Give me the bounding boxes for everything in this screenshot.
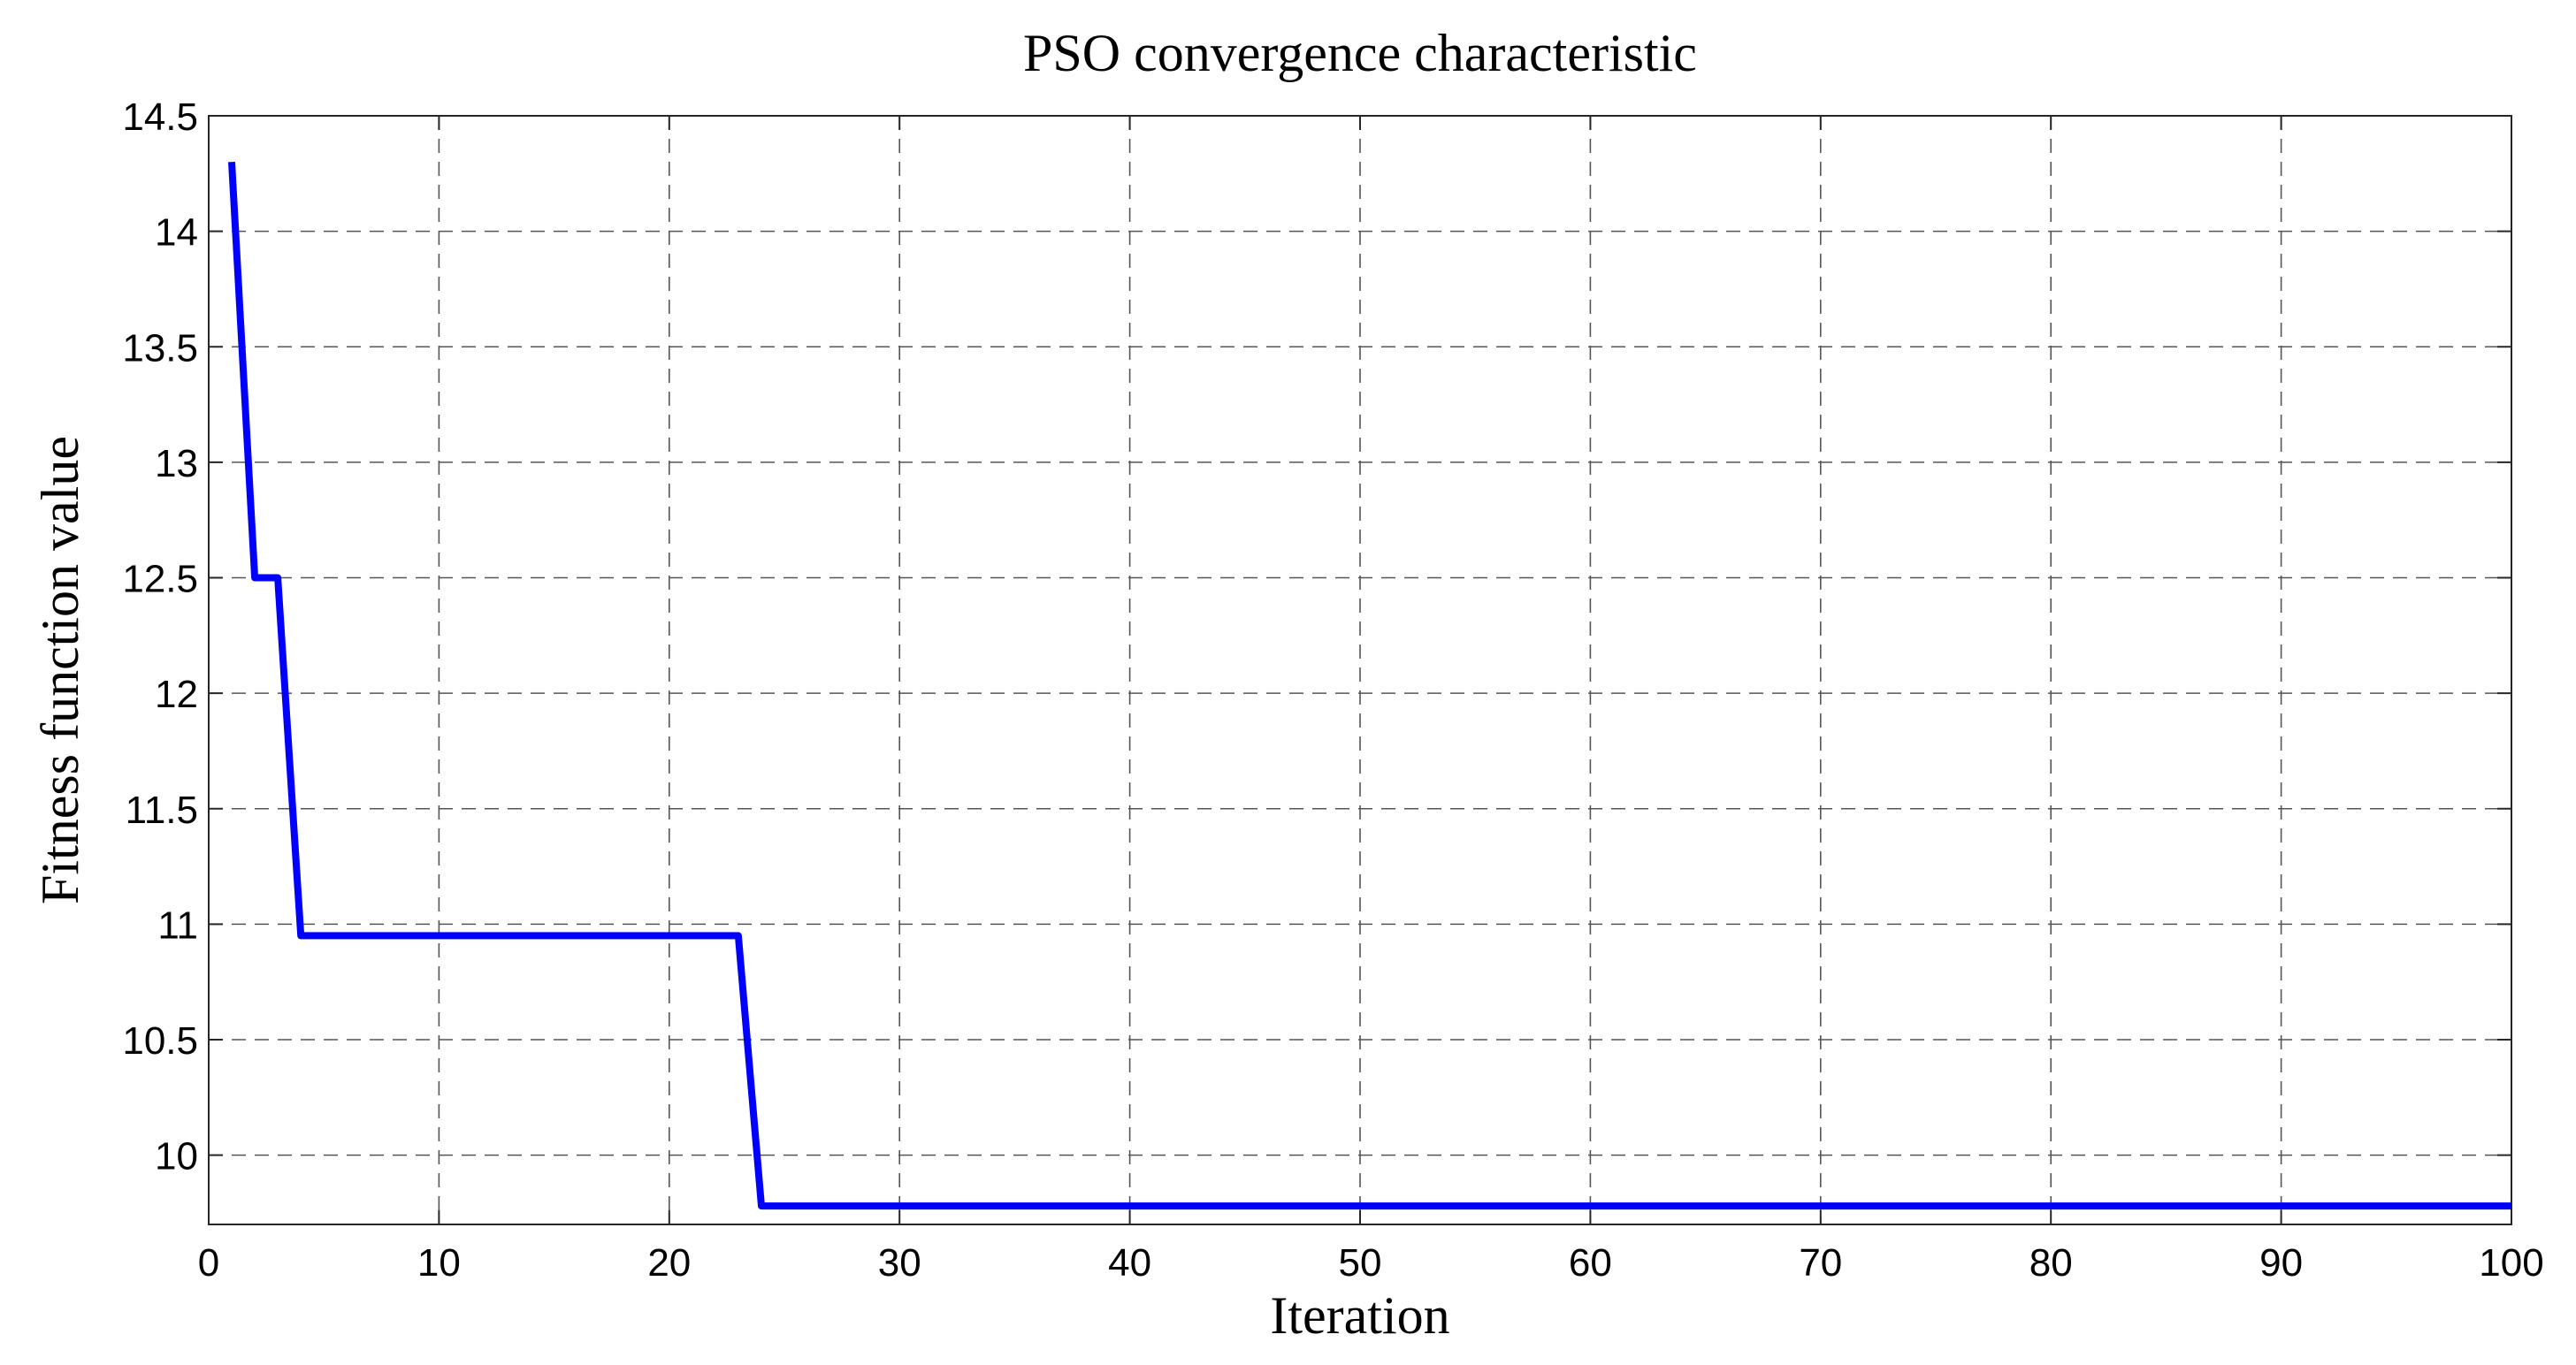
grid-lines — [209, 116, 2511, 1224]
x-tick-label: 80 — [2029, 1241, 2073, 1285]
x-tick-labels: 0 10 20 30 40 50 60 70 80 90 100 — [198, 1241, 2544, 1285]
y-tick-label: 10.5 — [122, 1019, 198, 1063]
series-line — [228, 161, 2511, 1210]
tick-marks — [208, 115, 2512, 1224]
y-tick-label: 13.5 — [122, 326, 198, 370]
y-tick-label: 12.5 — [122, 558, 198, 601]
y-tick-label: 14.5 — [122, 95, 198, 139]
x-tick-label: 60 — [1569, 1241, 1612, 1285]
x-tick-label: 70 — [1799, 1241, 1842, 1285]
x-tick-label: 90 — [2259, 1241, 2303, 1285]
y-tick-label: 12 — [155, 673, 198, 716]
y-tick-label: 11.5 — [126, 789, 198, 832]
y-tick-labels: 10 10.5 11 11.5 12 12.5 13 13.5 14 14.5 — [122, 95, 198, 1178]
chart-title: PSO convergence characteristic — [1023, 24, 1697, 82]
x-tick-label: 10 — [417, 1241, 461, 1285]
y-tick-label: 11 — [157, 904, 198, 947]
x-tick-label: 50 — [1339, 1241, 1382, 1285]
x-axis-label: Iteration — [1270, 1286, 1449, 1345]
x-tick-label: 100 — [2479, 1241, 2543, 1285]
y-axis-label: Fitness function value — [31, 436, 89, 904]
y-tick-label: 10 — [155, 1135, 198, 1178]
y-tick-label: 13 — [155, 442, 198, 485]
x-tick-label: 40 — [1108, 1241, 1151, 1285]
x-tick-label: 0 — [198, 1241, 219, 1285]
x-tick-label: 30 — [878, 1241, 921, 1285]
x-tick-label: 20 — [647, 1241, 691, 1285]
y-tick-label: 14 — [155, 211, 198, 255]
series-layer — [228, 161, 2511, 1210]
